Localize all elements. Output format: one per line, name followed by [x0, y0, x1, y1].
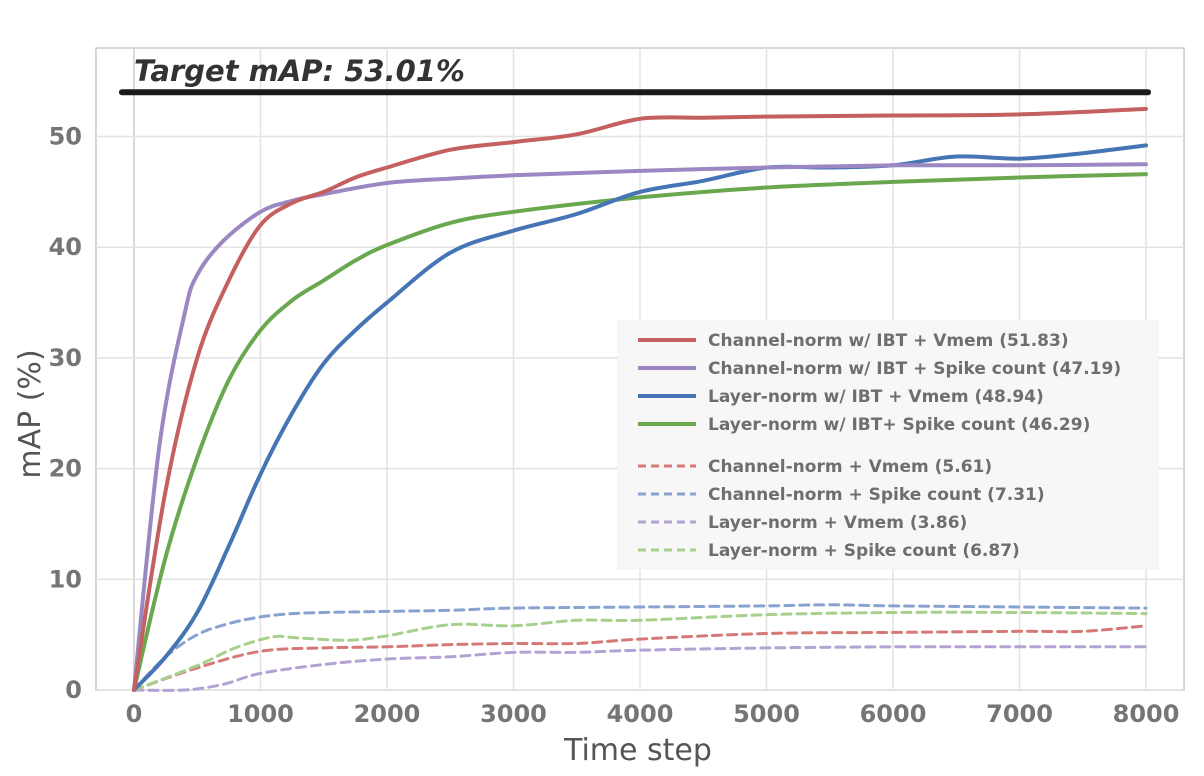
y-tick-label: 10 — [49, 565, 82, 593]
series-line-5 — [132, 624, 1148, 692]
x-tick-labels: 0 1000 2000 3000 4000 5000 6000 7000 8000 — [126, 700, 1180, 728]
y-tick-labels: 0 10 20 30 40 50 — [49, 123, 82, 704]
series-line-7 — [132, 645, 1148, 692]
legend-entry: Layer-norm + Vmem (3.86) — [708, 513, 967, 533]
y-tick-label: 0 — [65, 676, 82, 704]
x-tick-label: 5000 — [733, 700, 800, 728]
target-line-group: Target mAP: 53.01% — [118, 54, 1152, 96]
y-tick-label: 20 — [49, 455, 82, 483]
series-line-8 — [132, 610, 1148, 692]
series-lines — [132, 106, 1148, 692]
y-axis-label: mAP (%) — [13, 349, 48, 478]
x-tick-label: 0 — [126, 700, 143, 728]
series-line-2 — [132, 162, 1148, 692]
series-line-4 — [132, 172, 1148, 692]
legend-box — [617, 320, 1159, 570]
legend: Channel-norm w/ IBT + Vmem (51.83) Channe… — [617, 320, 1159, 570]
series-line-6 — [132, 603, 1148, 692]
series-line-1 — [132, 106, 1148, 692]
legend-entry: Layer-norm w/ IBT+ Spike count (46.29) — [708, 415, 1090, 435]
legend-entry: Channel-norm w/ IBT + Vmem (51.83) — [708, 331, 1069, 351]
legend-entry: Channel-norm + Spike count (7.31) — [708, 485, 1045, 505]
grid — [96, 48, 1184, 691]
legend-entry: Channel-norm w/ IBT + Spike count (47.19… — [708, 359, 1121, 379]
x-tick-label: 4000 — [607, 700, 674, 728]
legend-entry: Channel-norm + Vmem (5.61) — [708, 457, 992, 477]
x-tick-label: 3000 — [480, 700, 547, 728]
y-tick-label: 50 — [49, 123, 82, 151]
series-line-3 — [132, 143, 1148, 692]
x-tick-label: 6000 — [860, 700, 927, 728]
x-tick-label: 1000 — [227, 700, 294, 728]
legend-entry: Layer-norm w/ IBT + Vmem (48.94) — [708, 387, 1044, 407]
x-tick-label: 2000 — [354, 700, 421, 728]
y-tick-label: 30 — [49, 344, 82, 372]
legend-entry: Layer-norm + Spike count (6.87) — [708, 541, 1020, 561]
x-tick-label: 8000 — [1113, 700, 1180, 728]
y-tick-label: 40 — [49, 233, 82, 261]
x-tick-label: 7000 — [986, 700, 1053, 728]
target-label: Target mAP: 53.01% — [134, 54, 465, 88]
x-axis-label: Time step — [563, 733, 712, 768]
